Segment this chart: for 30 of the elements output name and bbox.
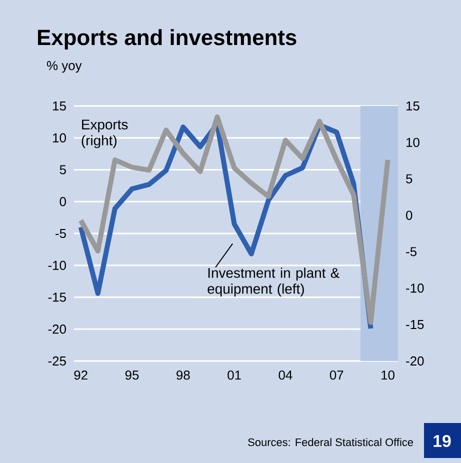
y-tick-label: 0: [60, 197, 66, 206]
y2-tick-label: -15: [406, 320, 424, 330]
y2-tick-label: -20: [406, 356, 424, 366]
x-tick-label: 04: [278, 370, 292, 380]
text: 19: [434, 435, 451, 447]
y-tick-label: 10: [53, 133, 66, 142]
y-tick-label: -5: [56, 228, 66, 238]
y-tick-label: -25: [48, 356, 66, 366]
chart-title: Exports and investments: [38, 29, 296, 50]
x-tick-label: 01: [228, 370, 241, 380]
y-tick-label: -15: [48, 292, 66, 302]
chart-subtitle: % yoy: [46, 61, 82, 73]
y2-tick-label: 10: [406, 138, 420, 148]
x-tick-label: 07: [330, 370, 344, 380]
x-tick-label: 95: [125, 370, 139, 380]
y2-tick-label: 5: [406, 174, 412, 184]
y2-tick-label: 15: [406, 101, 420, 111]
series-label: Exports (right): [82, 120, 128, 148]
y2-tick-label: 0: [406, 210, 412, 220]
y-tick-label: 15: [53, 101, 66, 111]
x-tick-label: 10: [382, 370, 394, 380]
y-tick-label: -20: [48, 324, 66, 334]
y-tick-label: -10: [48, 260, 66, 270]
source-note: Sources: Federal Statistical Office: [248, 438, 413, 446]
x-tick-label: 98: [176, 370, 190, 380]
series-label: Investment in plant & equipment (left): [208, 268, 340, 297]
y2-tick-label: -10: [406, 284, 424, 293]
y2-tick-label: -5: [406, 247, 416, 256]
y-tick-label: 5: [60, 165, 66, 174]
x-tick-label: 92: [74, 370, 88, 380]
